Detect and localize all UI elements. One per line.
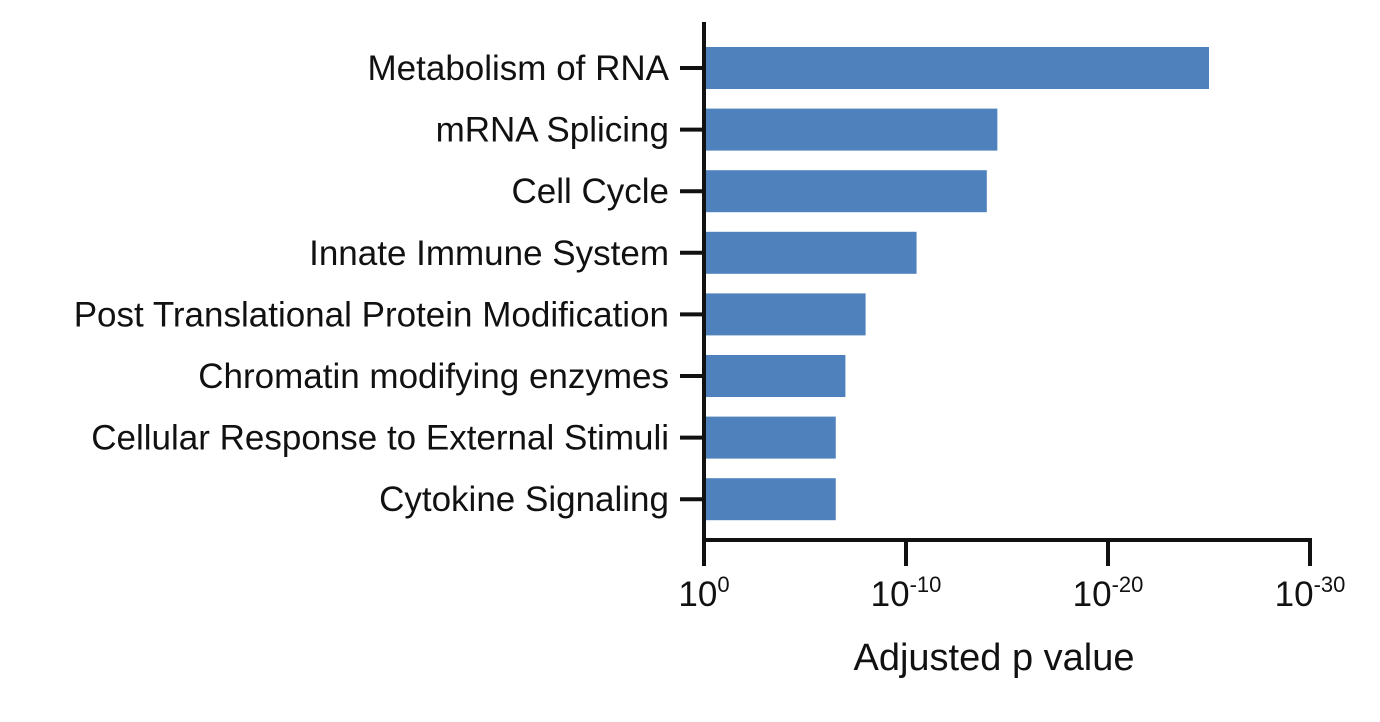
x-tick-exponent-2: -20 xyxy=(1112,572,1144,597)
x-tick-label-2: 10-20 xyxy=(1073,572,1144,614)
bar-1 xyxy=(704,108,998,151)
category-label-7: Cytokine Signaling xyxy=(379,480,669,519)
category-labels-group: Metabolism of RNA mRNA Splicing Cell Cycle… xyxy=(74,49,670,519)
category-label-4: Post Translational Protein Modification xyxy=(74,295,669,334)
bars-group xyxy=(704,47,1209,521)
bar-4 xyxy=(704,293,866,336)
x-tick-base-1: 10 xyxy=(871,575,910,614)
bar-3 xyxy=(704,231,917,274)
category-label-3: Innate Immune System xyxy=(309,234,669,273)
x-tick-label-1: 10-10 xyxy=(871,572,942,614)
x-tick-label-0: 100 xyxy=(678,572,729,614)
category-label-0: Metabolism of RNA xyxy=(368,49,670,88)
bar-7 xyxy=(704,478,836,521)
x-tick-exponent-0: 0 xyxy=(717,572,729,597)
bar-5 xyxy=(704,355,846,397)
bar-2 xyxy=(704,170,987,213)
category-label-6: Cellular Response to External Stimuli xyxy=(91,419,669,458)
x-ticks-group: 100 10-10 10-20 10-30 xyxy=(678,540,1345,614)
x-tick-base-0: 10 xyxy=(678,575,717,614)
category-label-5: Chromatin modifying enzymes xyxy=(198,357,669,396)
x-tick-exponent-3: -30 xyxy=(1314,572,1346,597)
x-tick-base-3: 10 xyxy=(1275,575,1314,614)
x-axis-title: Adjusted p value xyxy=(854,637,1135,679)
x-tick-base-2: 10 xyxy=(1073,575,1112,614)
axes-group xyxy=(680,22,1312,542)
category-label-1: mRNA Splicing xyxy=(436,111,669,150)
bar-6 xyxy=(704,416,836,459)
bar-0 xyxy=(704,47,1209,89)
category-label-2: Cell Cycle xyxy=(511,172,669,211)
x-tick-exponent-1: -10 xyxy=(910,572,942,597)
x-tick-label-3: 10-30 xyxy=(1275,572,1346,614)
